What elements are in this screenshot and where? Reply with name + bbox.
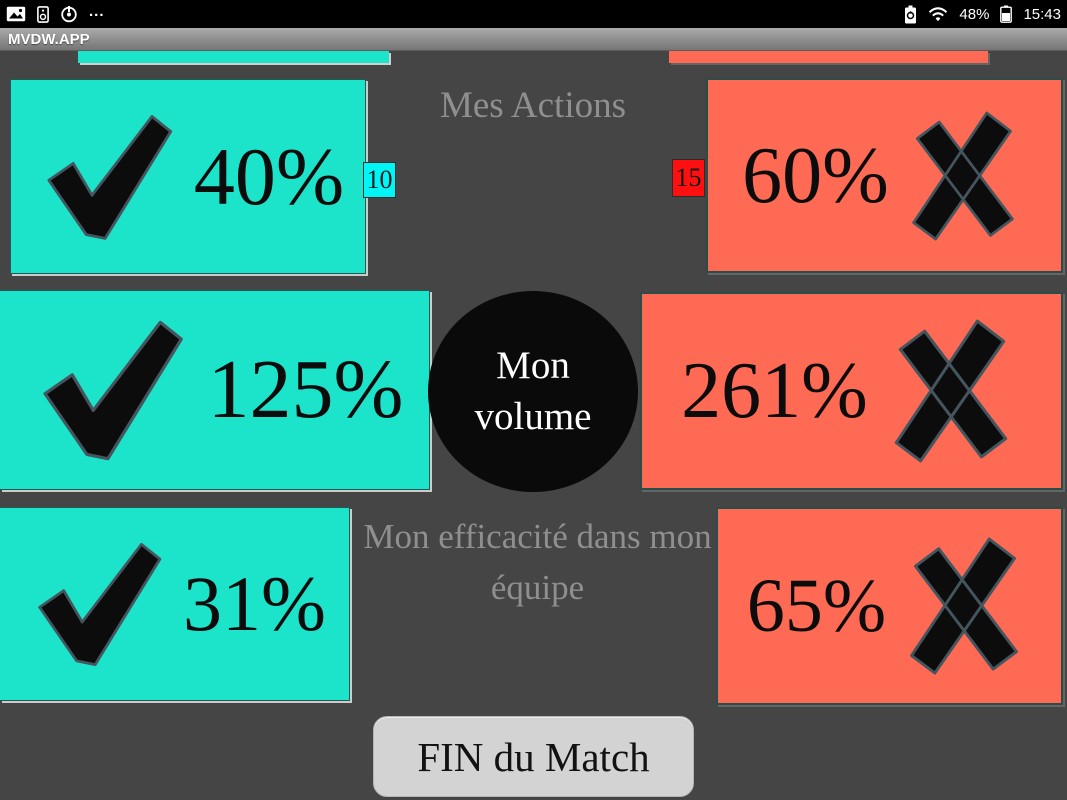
check-icon <box>42 320 183 461</box>
app-title: MVDW.APP <box>8 30 90 48</box>
fail-card-actions[interactable]: 60% <box>706 78 1063 273</box>
battery-percent: 48% <box>959 5 990 23</box>
success-card-efficiency[interactable]: 31% <box>0 507 350 701</box>
status-bar: ... 48% 15:43 <box>0 0 1067 28</box>
battery-icon <box>1000 5 1013 23</box>
success-percent: 40% <box>193 130 345 222</box>
overflow-ellipsis: ... <box>89 2 105 20</box>
efficiency-label: Mon efficacité dans mon équipe <box>363 517 712 607</box>
check-icon <box>47 114 172 240</box>
battery-saver-icon <box>905 5 917 23</box>
status-left-icons: ... <box>6 2 105 23</box>
fail-percent: 60% <box>742 131 889 220</box>
success-card-actions[interactable]: 40% <box>10 79 366 274</box>
wifi-icon <box>929 7 948 22</box>
fail-card-efficiency[interactable]: 65% <box>716 507 1063 705</box>
image-icon <box>6 6 26 22</box>
success-card-volume[interactable]: 125% <box>0 290 430 490</box>
speaker-icon <box>37 5 49 23</box>
status-right-icons: 48% 15:43 <box>904 5 1061 24</box>
success-progress-strip <box>78 51 389 63</box>
fail-count-badge: 15 <box>672 159 705 197</box>
clock-time: 15:43 <box>1023 5 1061 23</box>
check-icon <box>38 542 162 666</box>
fail-progress-strip <box>669 51 988 63</box>
fail-percent: 65% <box>746 564 887 648</box>
cross-icon <box>910 537 1019 675</box>
title-bar: MVDW.APP <box>0 28 1067 51</box>
end-match-label: FIN du Match <box>417 733 650 780</box>
end-match-button[interactable]: FIN du Match <box>373 716 694 797</box>
cross-icon <box>912 111 1014 240</box>
power-icon <box>61 6 77 23</box>
fail-card-volume[interactable]: 261% <box>640 292 1063 490</box>
success-percent: 125% <box>207 343 404 436</box>
success-count-badge: 10 <box>363 162 396 198</box>
volume-label: Mon volume <box>474 343 592 438</box>
fail-percent: 261% <box>681 347 868 435</box>
actions-header-label: Mes Actions <box>439 85 627 126</box>
cross-icon <box>894 319 1008 463</box>
volume-circle[interactable]: Mon volume <box>428 291 638 492</box>
success-percent: 31% <box>183 560 326 647</box>
